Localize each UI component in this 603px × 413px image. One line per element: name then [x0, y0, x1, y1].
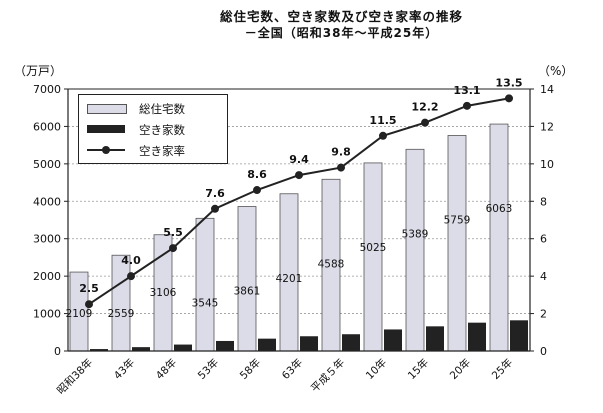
x-tick-label: 25年 — [489, 356, 515, 382]
legend-swatch-rate — [87, 146, 125, 154]
bar-vacant — [384, 329, 402, 351]
y-left-tick-label: 7000 — [33, 83, 61, 96]
bar-total — [237, 206, 257, 352]
rate-label: 13.1 — [453, 84, 480, 97]
rate-label: 12.2 — [411, 101, 438, 114]
legend-swatch-vacant — [87, 125, 125, 133]
bar-total-label: 5389 — [402, 228, 429, 240]
rate-label: 5.5 — [163, 226, 183, 239]
x-tick-label: 43年 — [111, 356, 137, 382]
y-left-tick-label: 5000 — [33, 158, 61, 171]
y-right-tick-label: 4 — [540, 270, 547, 283]
left-axis-unit: （万戸） — [14, 64, 63, 78]
x-tick-label: 63年 — [279, 356, 305, 382]
rate-point — [211, 204, 219, 213]
x-tick-label: 10年 — [363, 356, 389, 382]
x-tick-label: 53年 — [195, 356, 221, 382]
bar-vacant — [342, 334, 360, 351]
bar-total-label: 4588 — [318, 258, 345, 270]
bar-total — [447, 135, 467, 352]
legend-label-total: 総住宅数 — [139, 102, 185, 116]
bar-vacant — [258, 338, 276, 351]
bar-vacant — [300, 336, 318, 351]
bar-total — [489, 123, 509, 352]
bar-vacant — [510, 320, 528, 351]
y-left-tick-label: 2000 — [33, 270, 61, 283]
bar-total — [363, 162, 383, 352]
rate-point — [505, 94, 513, 103]
legend-swatch-total — [87, 104, 127, 114]
y-right-tick-label: 14 — [540, 83, 554, 96]
y-right-tick-label: 8 — [540, 195, 547, 208]
bar-total-label: 5025 — [360, 242, 387, 254]
rate-point — [337, 163, 345, 172]
rate-label: 8.6 — [247, 168, 267, 181]
x-tick-label: 20年 — [447, 356, 473, 382]
bar-total-label: 3861 — [234, 285, 261, 297]
rate-label: 9.4 — [289, 153, 309, 166]
y-right-tick-label: 0 — [540, 345, 547, 358]
chart-subtitle: －全国（昭和38年～平成25年） — [244, 26, 439, 40]
rate-label: 9.8 — [331, 146, 351, 159]
bar-vacant — [174, 344, 192, 351]
rate-point — [169, 244, 177, 253]
y-right-tick-label: 12 — [540, 120, 554, 133]
bar-vacant — [90, 349, 108, 351]
x-tick-label: 48年 — [153, 356, 179, 382]
bar-total-label: 3545 — [192, 297, 219, 309]
x-tick-label: 15年 — [405, 356, 431, 382]
rate-label: 7.6 — [205, 187, 225, 200]
rate-point — [127, 272, 135, 281]
bar-vacant — [216, 340, 234, 351]
right-axis-unit: （%） — [538, 64, 574, 78]
rate-label: 13.5 — [495, 76, 522, 89]
y-left-tick-label: 3000 — [33, 233, 61, 246]
rate-point — [295, 171, 303, 180]
y-left-tick-label: 1000 — [33, 308, 61, 321]
rate-label: 2.5 — [79, 282, 99, 295]
bar-total-label: 2109 — [66, 308, 93, 320]
bar-total-label: 2559 — [108, 308, 135, 320]
y-left-tick-label: 4000 — [33, 195, 61, 208]
x-tick-label: 平成５年 — [308, 356, 347, 395]
bar-vacant — [426, 326, 444, 351]
y-left-tick-label: 6000 — [33, 120, 61, 133]
y-right-tick-label: 6 — [540, 233, 547, 246]
y-right-tick-label: 2 — [540, 308, 547, 321]
rate-point — [253, 186, 261, 195]
bar-total — [195, 217, 215, 352]
x-tick-label: 昭和38年 — [54, 356, 95, 397]
bar-total-label: 3106 — [150, 287, 177, 299]
bar-total-label: 5759 — [444, 214, 471, 226]
chart-title: 総住宅数、空き家数及び空き家率の推移 — [219, 9, 463, 24]
legend: 総住宅数 空き家数 空き家率 — [78, 94, 228, 164]
bar-vacant — [468, 322, 486, 351]
rate-point — [379, 131, 387, 140]
y-right-tick-label: 10 — [540, 158, 554, 171]
bar-total-label: 6063 — [486, 203, 513, 215]
rate-point — [463, 101, 471, 110]
bar-vacant — [132, 347, 150, 351]
bar-total — [111, 254, 131, 352]
rate-point — [421, 118, 429, 127]
rate-label: 4.0 — [121, 254, 141, 267]
legend-label-vacant: 空き家数 — [139, 123, 185, 137]
bar-total — [405, 148, 425, 352]
y-left-tick-label: 0 — [54, 345, 61, 358]
rate-label: 11.5 — [369, 114, 396, 127]
legend-label-rate: 空き家率 — [139, 144, 185, 158]
x-tick-label: 58年 — [237, 356, 263, 382]
rate-point — [85, 300, 93, 309]
bar-total-label: 4201 — [276, 273, 303, 285]
